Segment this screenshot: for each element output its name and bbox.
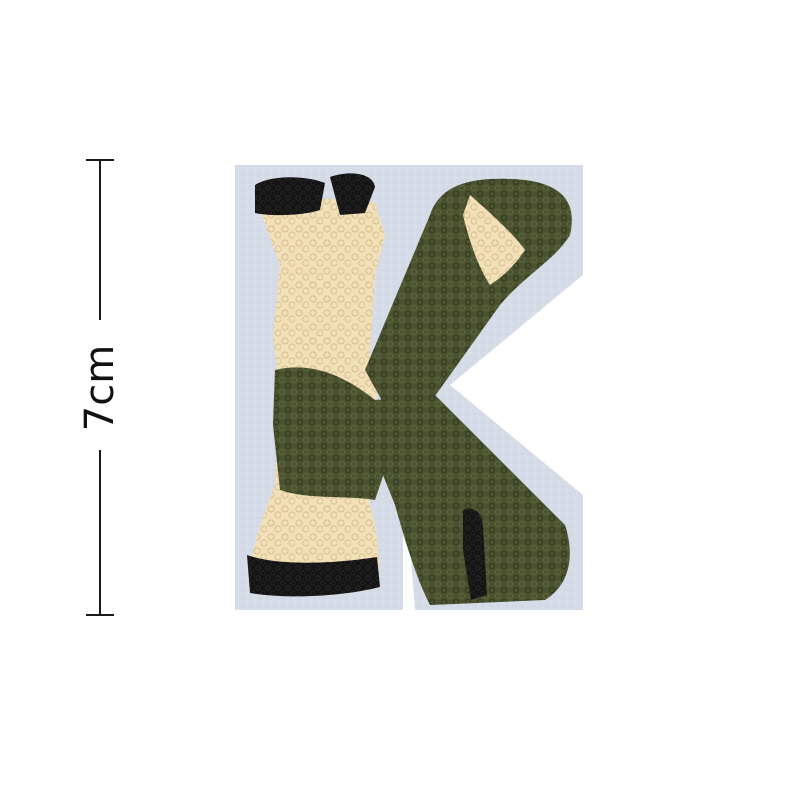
black-top-left — [255, 177, 325, 216]
black-bottom — [247, 555, 380, 597]
dimension-label: 7cm — [77, 344, 123, 432]
letter-k-patch-graphic — [235, 165, 583, 610]
cream-arm-patch — [463, 195, 525, 285]
dimension-line — [86, 159, 114, 616]
olive-upper-arm — [365, 178, 572, 415]
black-leg-stripe — [463, 508, 487, 600]
height-dimension-indicator: 7cm — [70, 150, 130, 625]
black-top-right — [330, 173, 375, 215]
olive-stem-mid — [273, 367, 390, 500]
olive-lower-leg — [375, 395, 570, 605]
chenille-letter-k-patch — [225, 155, 600, 620]
